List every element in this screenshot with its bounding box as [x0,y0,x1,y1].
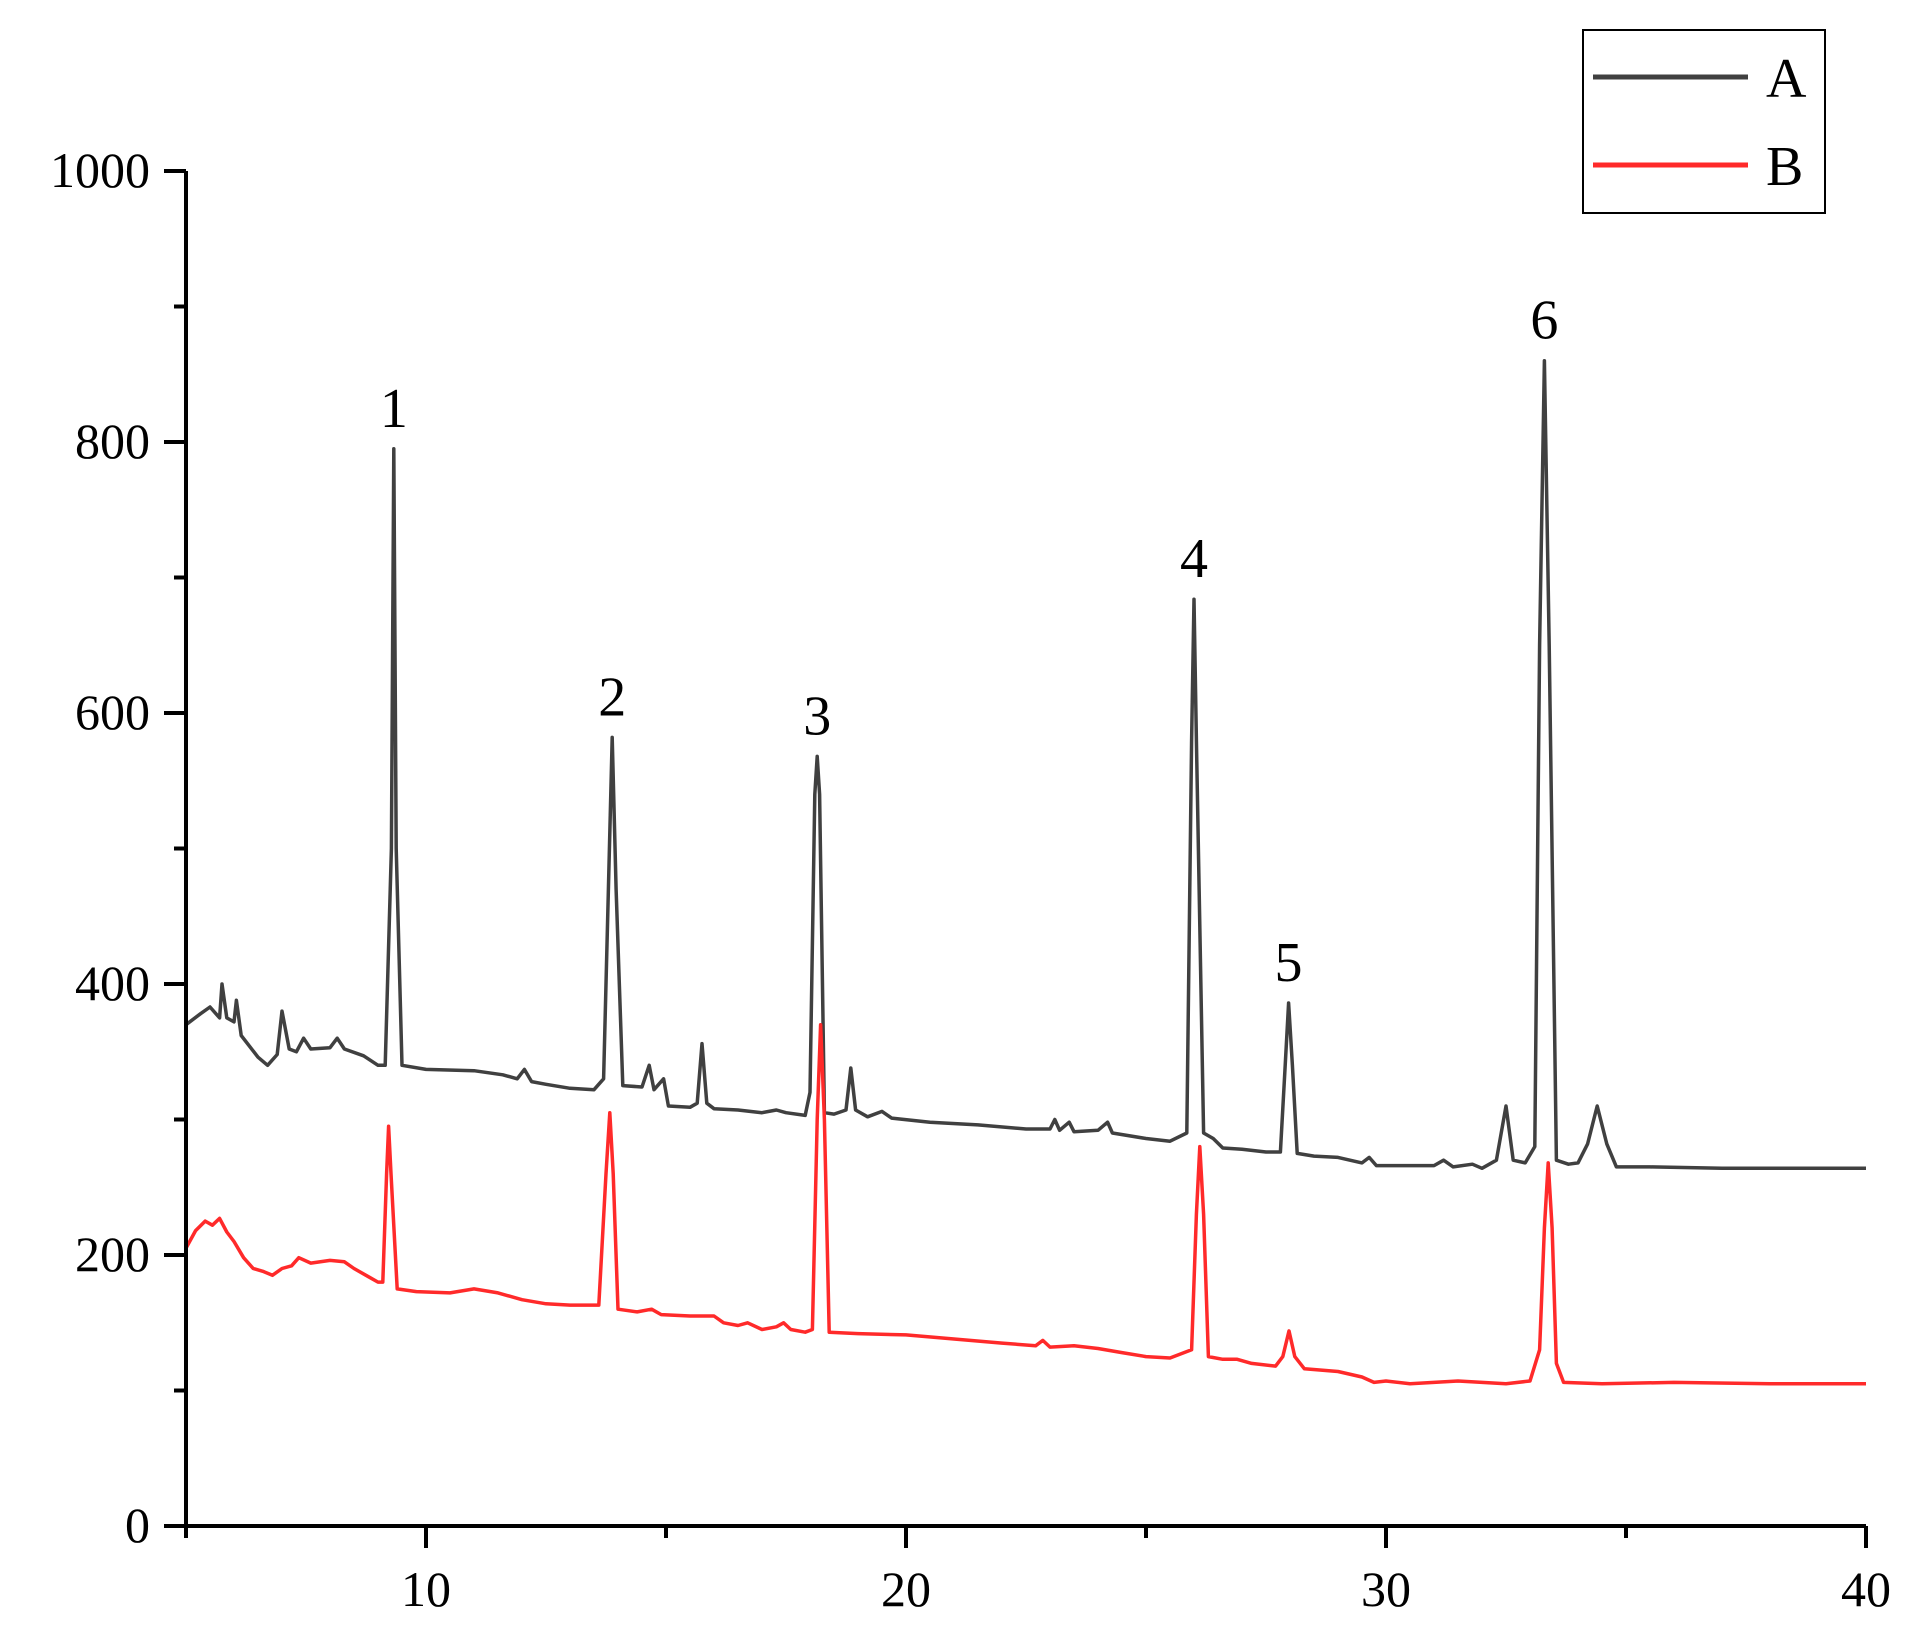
y-tick-label: 400 [75,955,150,1011]
axes-layer: 0 200 400 600 800 1000 10 20 30 40 [50,142,1891,1617]
peak-label-6: 6 [1530,290,1558,352]
legend-label-a: A [1766,48,1807,110]
peak-label-4: 4 [1180,528,1208,590]
peak-label-3: 3 [803,685,831,747]
y-tick-label: 1000 [50,142,150,198]
x-tick-label: 20 [881,1561,931,1617]
annotation-layer: 1 2 3 4 5 6 [380,290,1559,994]
series-line-b [184,1022,1866,1386]
y-tick-label: 600 [75,684,150,740]
x-tick-label: 30 [1361,1561,1411,1617]
y-tick-label: 200 [75,1226,150,1282]
peak-label-1: 1 [380,378,408,440]
series-layer [184,358,1866,1386]
y-tick-label: 0 [125,1497,150,1553]
legend-box [1582,29,1826,214]
peak-label-5: 5 [1275,932,1303,994]
series-line-a [184,358,1866,1171]
peak-label-2: 2 [598,666,626,728]
legend: AB [1582,29,1826,214]
y-tick-label: 800 [75,413,150,469]
x-tick-label: 10 [401,1561,451,1617]
x-tick-label: 40 [1841,1561,1891,1617]
legend-label-b: B [1766,136,1803,198]
